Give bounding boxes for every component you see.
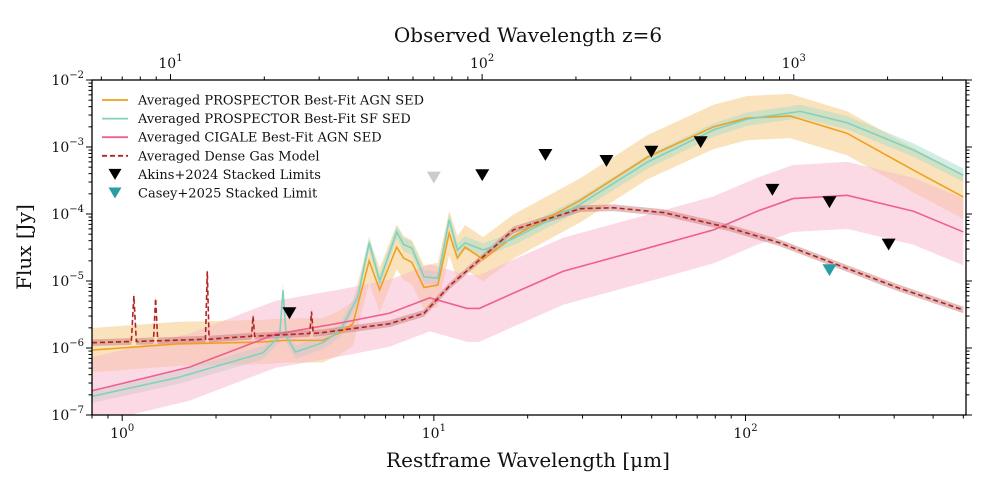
top-x-axis-label: Observed Wavelength z=6 <box>394 23 662 47</box>
limit-marker-0-7 <box>765 183 780 196</box>
legend-marker-5 <box>108 187 122 199</box>
plot-frame <box>91 79 967 416</box>
y-tick-label: 10−7 <box>51 405 84 424</box>
legend-label-3: Averaged Dense Gas Model <box>137 149 320 164</box>
legend-label-5: Casey+2025 Stacked Limit <box>138 187 318 202</box>
x-tick-label: 101 <box>422 423 446 442</box>
limit-marker-0-2 <box>475 169 490 182</box>
limit-marker-0-3 <box>538 149 553 161</box>
series-line-2 <box>92 194 964 392</box>
limit-marker-0-4 <box>599 154 614 167</box>
series-line-1 <box>92 110 964 398</box>
x-tick-label: 102 <box>733 423 757 442</box>
legend-label-2: Averaged CIGALE Best-Fit AGN SED <box>137 131 382 146</box>
legend-marker-4 <box>108 168 122 180</box>
top-x-tick-label: 102 <box>470 53 494 72</box>
limit-markers <box>282 136 896 320</box>
y-axis-label: Flux [Jy] <box>12 204 36 290</box>
x-axis-label: Restframe Wavelength [μm] <box>386 448 670 472</box>
limit-marker-0-8 <box>822 196 837 209</box>
series-line-3 <box>92 206 964 344</box>
limit-marker-1-0 <box>822 264 837 277</box>
y-tick-label: 10−5 <box>51 271 84 290</box>
legend-label-0: Averaged PROSPECTOR Best-Fit AGN SED <box>137 94 424 109</box>
axis-ticks: 100 101 102 101 102 103 10−2 10−3 10−4 10−5 10−6 10… <box>51 53 972 442</box>
y-tick-label: 10−6 <box>51 338 84 357</box>
y-tick-label: 10−4 <box>51 204 84 223</box>
limit-marker-0-9 <box>881 238 896 251</box>
y-tick-label: 10−3 <box>51 137 84 156</box>
legend-label-4: Akins+2024 Stacked Limits <box>137 168 321 183</box>
limit-marker-0-5 <box>644 145 659 158</box>
series-line-0 <box>92 115 964 351</box>
legend: Averaged PROSPECTOR Best-Fit AGN SED Aver… <box>96 88 446 206</box>
legend-label-1: Averaged PROSPECTOR Best-Fit SF SED <box>137 112 411 127</box>
top-x-tick-label: 103 <box>782 53 806 72</box>
y-tick-label: 10−2 <box>51 70 84 89</box>
x-tick-label: 100 <box>110 423 134 442</box>
limit-marker-0-6 <box>693 136 708 149</box>
uncertainty-band-2 <box>92 161 964 415</box>
limit-marker-0-0 <box>282 307 297 320</box>
series-lines <box>92 110 964 398</box>
top-x-tick-label: 101 <box>158 53 182 72</box>
